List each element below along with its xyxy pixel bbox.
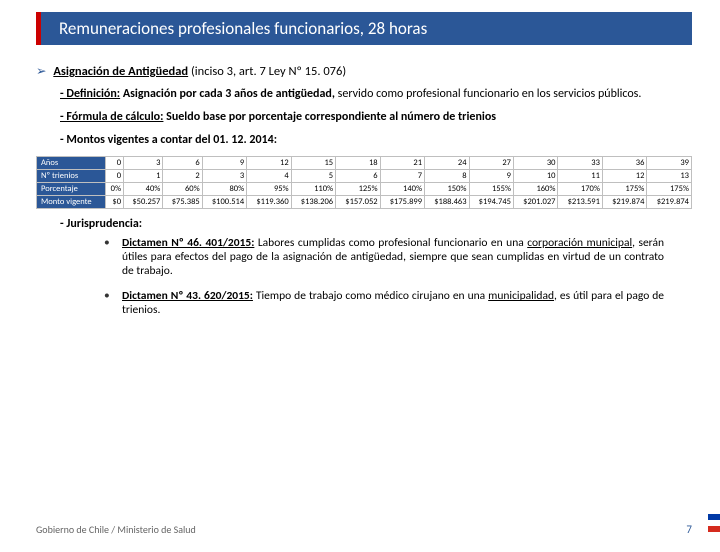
heading-label: Asignación de Antigüedad	[53, 64, 188, 79]
footer-text: Gobierno de Chile / Ministerio de Salud	[36, 523, 196, 536]
formula-line: - Fórmula de cálculo: Sueldo base por po…	[60, 110, 692, 125]
table-cell: $50.257	[124, 196, 163, 209]
ruling-title: Dictamen Nº 43. 620/2015:	[122, 289, 253, 303]
table-row-header: Monto vigente	[37, 196, 106, 209]
table-cell: 4	[247, 170, 291, 183]
table-cell: 0	[105, 157, 123, 170]
montos-line: - Montos vigentes a contar del 01. 12. 2…	[60, 133, 692, 148]
table-cell: $138.206	[291, 196, 335, 209]
section-heading: ➢ Asignación de Antigüedad (inciso 3, ar…	[36, 63, 692, 79]
ruling-list: Dictamen Nº 46. 401/2015: Labores cumpli…	[104, 237, 664, 318]
table-row-header: Nº trienios	[37, 170, 106, 183]
table-cell: 110%	[291, 183, 335, 196]
ruling-pre: Tiempo de trabajo como médico cirujano e…	[253, 289, 488, 303]
table-cell: 10	[513, 170, 557, 183]
table-cell: 6	[163, 157, 202, 170]
table-cell: 8	[425, 170, 469, 183]
table-cell: $188.463	[425, 196, 469, 209]
table-cell: 3	[124, 157, 163, 170]
table-cell: 175%	[602, 183, 646, 196]
content-area: ➢ Asignación de Antigüedad (inciso 3, ar…	[0, 45, 720, 318]
table-cell: $201.027	[513, 196, 557, 209]
table-cell: 150%	[425, 183, 469, 196]
table-cell: 3	[202, 170, 246, 183]
table-cell: $0	[105, 196, 123, 209]
table-cell: 140%	[380, 183, 424, 196]
table-cell: 7	[380, 170, 424, 183]
table-cell: $75.385	[163, 196, 202, 209]
ruling-underline: municipalidad	[488, 289, 554, 303]
table-cell: 24	[425, 157, 469, 170]
table-cell: 40%	[124, 183, 163, 196]
table-cell: $119.360	[247, 196, 291, 209]
table-cell: 175%	[647, 183, 692, 196]
table-cell: 33	[558, 157, 602, 170]
table-cell: 0%	[105, 183, 123, 196]
table-cell: 9	[202, 157, 246, 170]
flag-icon	[708, 514, 720, 532]
table-row-header: Porcentaje	[37, 183, 106, 196]
table-cell: 0	[105, 170, 123, 183]
definition-line: - Definición: Asignación por cada 3 años…	[60, 87, 692, 102]
table-cell: 125%	[336, 183, 380, 196]
page-number: 7	[686, 523, 692, 536]
table-cell: $194.745	[469, 196, 513, 209]
formula-lead: - Fórmula de cálculo:	[60, 110, 163, 124]
table-cell: 5	[291, 170, 335, 183]
table-cell: 11	[558, 170, 602, 183]
table-cell: 18	[336, 157, 380, 170]
arrow-icon: ➢	[36, 64, 46, 79]
table-cell: $100.514	[202, 196, 246, 209]
table-cell: 2	[163, 170, 202, 183]
table-cell: 170%	[558, 183, 602, 196]
heading-ref: (inciso 3, art. 7 Ley Nº 15. 076)	[191, 64, 346, 79]
table-row-header: Años	[37, 157, 106, 170]
table-cell: 15	[291, 157, 335, 170]
table-cell: 155%	[469, 183, 513, 196]
def-rest: servido como profesional funcionario en …	[335, 87, 641, 101]
page-title: Remuneraciones profesionales funcionario…	[36, 12, 692, 45]
table-cell: 1	[124, 170, 163, 183]
table-cell: 95%	[247, 183, 291, 196]
ruling-pre: Labores cumplidas como profesional funci…	[254, 236, 527, 250]
ruling-underline: corporación municipal	[527, 236, 632, 250]
table-cell: $157.052	[336, 196, 380, 209]
table-cell: 9	[469, 170, 513, 183]
table-cell: 21	[380, 157, 424, 170]
table-cell: $175.899	[380, 196, 424, 209]
table-cell: 36	[602, 157, 646, 170]
ruling-title: Dictamen Nº 46. 401/2015:	[122, 236, 254, 250]
table-cell: 13	[647, 170, 692, 183]
def-lead: - Definición:	[60, 87, 120, 101]
table-cell: 27	[469, 157, 513, 170]
def-bold: Asignación por cada 3 años de antigüedad…	[123, 87, 335, 101]
salary-table: Años036912151821242730333639Nº trienios0…	[36, 156, 692, 209]
table-cell: $213.591	[558, 196, 602, 209]
table-cell: 60%	[163, 183, 202, 196]
table-cell: $219.874	[647, 196, 692, 209]
title-text: Remuneraciones profesionales funcionario…	[59, 18, 427, 39]
table-cell: 160%	[513, 183, 557, 196]
table-cell: 80%	[202, 183, 246, 196]
list-item: Dictamen Nº 43. 620/2015: Tiempo de trab…	[104, 290, 664, 318]
table-cell: 12	[602, 170, 646, 183]
table-cell: 6	[336, 170, 380, 183]
table-cell: $219.874	[602, 196, 646, 209]
jurisprudence-label: - Jurisprudencia:	[60, 217, 692, 231]
table-cell: 30	[513, 157, 557, 170]
table-cell: 39	[647, 157, 692, 170]
list-item: Dictamen Nº 46. 401/2015: Labores cumpli…	[104, 237, 664, 278]
formula-rest: Sueldo base por porcentaje correspondien…	[163, 110, 496, 124]
table-cell: 12	[247, 157, 291, 170]
